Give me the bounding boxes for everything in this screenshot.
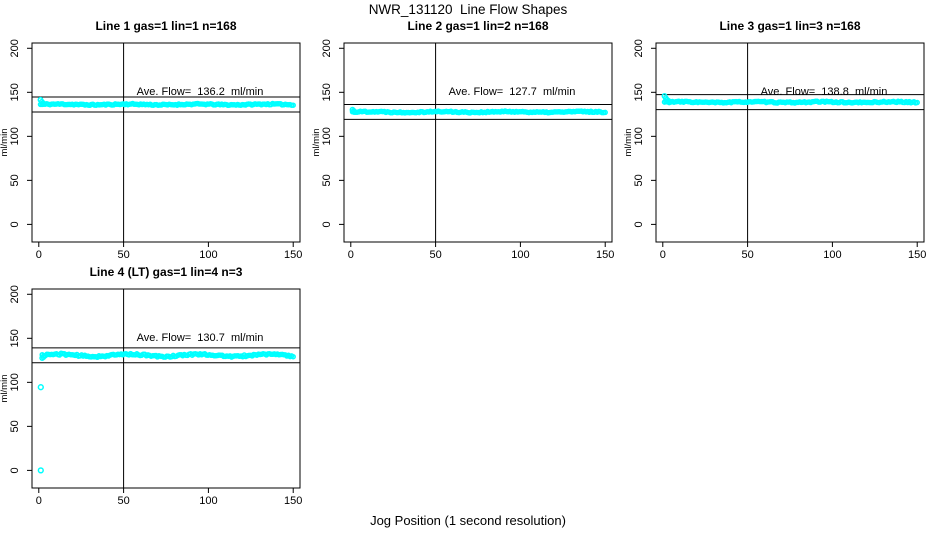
lead-point: [665, 97, 672, 104]
x-tick-label: 100: [823, 249, 841, 261]
lead-point: [40, 100, 47, 107]
x-tick-label: 0: [348, 249, 354, 261]
outlier-point: [37, 467, 44, 474]
x-tick-label: 150: [284, 495, 302, 507]
subplot-line-2: Line 2 gas=1 lin=2 n=168 0 50 100 150 0 50 100…: [312, 16, 624, 262]
axis-labels: 0 50 100 150 0 50 100 150 200 ml/min: [0, 285, 302, 507]
y-axis-label: ml/min: [624, 129, 634, 157]
axis-labels: 0 50 100 150 0 50 100 150 200 ml/min: [0, 39, 302, 261]
plot-canvas-line-3: 0 50 100 150 0 50 100 150 200 ml/min: [624, 39, 926, 261]
ave-flow-annotation-line-4: Ave. Flow= 130.7 ml/min: [136, 332, 264, 344]
y-tick-label: 100: [321, 127, 333, 145]
figure-xlabel: Jog Position (1 second resolution): [370, 513, 566, 528]
y-tick-label: 150: [9, 329, 21, 347]
y-tick-label: 150: [9, 83, 21, 101]
plot-canvas-line-2: 0 50 100 150 0 50 100 150 200 ml/min: [312, 39, 614, 261]
y-tick-label: 200: [9, 285, 21, 303]
y-tick-label: 100: [9, 373, 21, 391]
figure-title: NWR_131120 Line Flow Shapes: [368, 2, 568, 17]
y-tick-label: 50: [9, 174, 21, 186]
axis-labels: 0 50 100 150 0 50 100 150 200 ml/min: [624, 39, 926, 261]
axis-group: [651, 42, 925, 247]
lead-point: [40, 354, 47, 360]
axis-group: [339, 42, 613, 247]
y-tick-label: 200: [633, 39, 645, 57]
x-tick-label: 50: [741, 249, 753, 261]
data-points: [37, 350, 296, 474]
y-tick-label: 0: [321, 221, 333, 227]
x-tick-label: 150: [908, 249, 926, 261]
x-tick-label: 100: [199, 249, 217, 261]
y-tick-label: 0: [9, 221, 21, 227]
y-tick-label: 100: [9, 127, 21, 145]
axis-labels: 0 50 100 150 0 50 100 150 200 ml/min: [312, 39, 614, 261]
subplot-line-3-title: Line 3 gas=1 lin=3 n=168: [719, 19, 861, 33]
y-tick-label: 200: [9, 39, 21, 57]
subplot-line-2-title: Line 2 gas=1 lin=2 n=168: [407, 19, 549, 33]
data-points: [661, 93, 920, 106]
plot-canvas-line-4: 0 50 100 150 0 50 100 150 200 ml/min: [0, 285, 302, 507]
axis-group: [27, 42, 301, 247]
subplot-line-1: Line 1 gas=1 lin=1 n=168 0 50 100 150 0 50 100…: [0, 16, 312, 262]
y-tick-label: 200: [321, 39, 333, 57]
data-points: [37, 96, 296, 109]
y-tick-label: 0: [633, 221, 645, 227]
y-tick-label: 50: [321, 174, 333, 186]
x-tick-label: 150: [596, 249, 614, 261]
data-points: [349, 106, 608, 116]
y-tick-label: 100: [633, 127, 645, 145]
y-tick-label: 150: [633, 83, 645, 101]
x-tick-label: 100: [199, 495, 217, 507]
y-axis-label: ml/min: [0, 129, 10, 157]
y-tick-label: 50: [633, 174, 645, 186]
y-axis-label: ml/min: [0, 375, 10, 403]
y-tick-label: 0: [9, 467, 21, 473]
y-axis-label: ml/min: [312, 129, 322, 157]
subplot-line-4: Line 4 (LT) gas=1 lin=4 n=3 0 50 100 150 0 50…: [0, 262, 312, 508]
axis-group: [27, 288, 301, 493]
y-tick-label: 50: [9, 420, 21, 432]
x-tick-label: 150: [284, 249, 302, 261]
x-tick-label: 0: [660, 249, 666, 261]
plot-canvas-line-1: 0 50 100 150 0 50 100 150 200 ml/min: [0, 39, 302, 261]
subplot-line-3: Line 3 gas=1 lin=3 n=168 0 50 100 150 0 50 100…: [624, 16, 936, 262]
ave-flow-annotation-line-1: Ave. Flow= 136.2 ml/min: [136, 86, 264, 98]
x-tick-label: 50: [117, 495, 129, 507]
x-tick-label: 0: [36, 495, 42, 507]
outlier-point: [37, 384, 44, 391]
ave-flow-annotation-line-2: Ave. Flow= 127.7 ml/min: [448, 86, 576, 98]
subplot-line-1-title: Line 1 gas=1 lin=1 n=168: [95, 19, 237, 33]
x-tick-label: 50: [117, 249, 129, 261]
x-tick-label: 100: [511, 249, 529, 261]
y-tick-label: 150: [321, 83, 333, 101]
subplot-line-4-title: Line 4 (LT) gas=1 lin=4 n=3: [89, 265, 243, 279]
x-tick-label: 50: [429, 249, 441, 261]
ave-flow-annotation-line-3: Ave. Flow= 138.8 ml/min: [760, 86, 888, 98]
x-tick-label: 0: [36, 249, 42, 261]
lead-point: [350, 107, 357, 114]
